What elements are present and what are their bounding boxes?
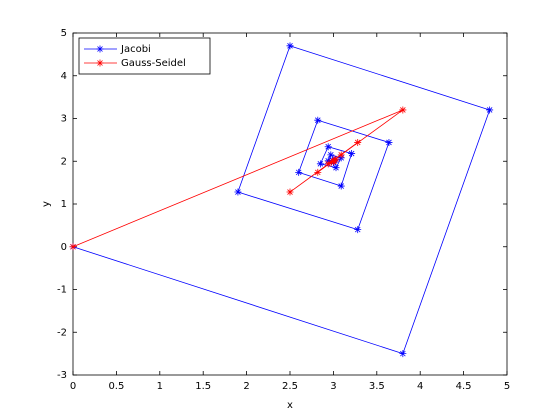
marker [486, 106, 494, 114]
marker [354, 138, 362, 146]
x-tick-label: 0.5 [108, 381, 124, 392]
marker [69, 243, 77, 251]
marker [348, 150, 356, 158]
marker [314, 168, 322, 176]
marker [337, 182, 345, 190]
x-tick-label: 1.5 [195, 381, 211, 392]
marker [385, 138, 393, 146]
legend-marker [96, 59, 104, 67]
legend-label: Jacobi [120, 44, 151, 55]
x-tick-label: 2 [243, 381, 249, 392]
y-tick-label: 0 [61, 242, 67, 253]
marker [286, 42, 294, 50]
marker [399, 350, 407, 358]
marker [295, 168, 303, 176]
y-tick-label: -3 [57, 370, 67, 381]
y-tick-label: 2 [61, 156, 67, 167]
marker [316, 160, 324, 168]
y-tick-label: -1 [57, 285, 67, 296]
axes-box [72, 32, 508, 376]
marker [286, 188, 294, 196]
marker [324, 143, 332, 151]
marker [332, 164, 340, 172]
x-tick-label: 3 [330, 381, 336, 392]
marker [324, 160, 332, 168]
x-tick-label: 4.5 [456, 381, 472, 392]
legend-box [78, 37, 211, 75]
marker [328, 158, 336, 166]
x-tick-label: 0 [70, 381, 76, 392]
y-tick-label: 4 [61, 71, 67, 82]
x-tick-label: 1 [157, 381, 163, 392]
marker [314, 116, 322, 124]
marker [234, 188, 242, 196]
y-tick-label: 5 [61, 28, 67, 39]
y-tick-label: 1 [61, 199, 67, 210]
x-tick-label: 2.5 [282, 381, 298, 392]
marker [327, 151, 335, 159]
y-tick-label: 3 [61, 114, 67, 125]
y-tick-label: -2 [57, 327, 67, 338]
y-axis-label: y [41, 201, 52, 207]
x-tick-label: 4 [417, 381, 423, 392]
marker [399, 106, 407, 114]
marker [337, 151, 345, 159]
marker [354, 226, 362, 234]
x-axis-label: x [287, 400, 293, 411]
x-tick-label: 3.5 [369, 381, 385, 392]
marker [329, 157, 337, 165]
legend-marker [96, 45, 104, 53]
legend-label: Gauss-Seidel [121, 58, 186, 69]
x-tick-label: 5 [504, 381, 510, 392]
